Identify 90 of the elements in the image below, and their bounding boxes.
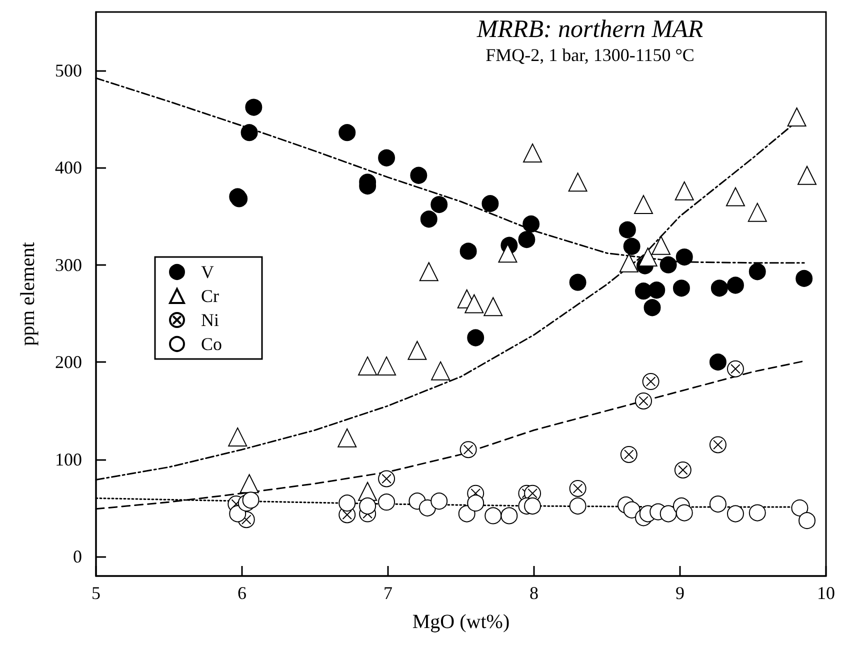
point: [378, 494, 396, 511]
point: [378, 470, 396, 488]
point: [709, 496, 726, 513]
point: [418, 499, 436, 516]
point: [498, 244, 518, 263]
point: [672, 280, 690, 297]
y-tick-label: 400: [55, 158, 82, 178]
point: [467, 329, 484, 346]
point: [242, 492, 260, 509]
legend-label: V: [201, 262, 214, 282]
point: [569, 497, 586, 514]
point: [522, 215, 540, 232]
point: [431, 361, 450, 380]
point: [660, 505, 677, 522]
point: [710, 280, 728, 297]
point: [408, 340, 427, 360]
point: [644, 299, 661, 316]
point: [709, 436, 726, 454]
point: [460, 441, 477, 458]
chart-title: MRRB: northern MAR: [476, 16, 704, 43]
point: [378, 149, 396, 166]
legend-label: Cr: [201, 286, 220, 306]
x-tick-label: 8: [530, 583, 538, 603]
point: [726, 276, 744, 294]
point: [674, 181, 694, 200]
point: [569, 480, 586, 497]
point: [430, 196, 448, 214]
y-tick-label: 100: [55, 449, 82, 470]
point: [787, 108, 806, 127]
point: [726, 505, 744, 522]
point: [618, 221, 636, 238]
point: [482, 195, 499, 212]
point: [674, 462, 692, 478]
point: [726, 187, 745, 206]
point: [518, 231, 536, 248]
point: [709, 354, 726, 371]
point: [229, 505, 246, 522]
point: [642, 373, 660, 390]
point: [338, 428, 357, 448]
point: [620, 446, 638, 463]
point: [796, 270, 813, 287]
point: [420, 210, 438, 228]
point: [338, 124, 356, 142]
point: [652, 236, 671, 255]
legend-label: Co: [201, 334, 222, 354]
point: [430, 492, 448, 510]
point: [338, 494, 356, 512]
point: [638, 248, 658, 267]
point: [676, 248, 693, 266]
y-tick-label: 200: [55, 352, 82, 372]
point: [648, 282, 666, 299]
point: [568, 172, 588, 192]
point: [464, 294, 484, 314]
point: [524, 497, 542, 514]
x-tick-label: 10: [817, 583, 835, 603]
point: [419, 262, 438, 282]
point: [467, 494, 484, 512]
point: [569, 274, 586, 291]
x-axis-title: MgO (wt%): [412, 611, 510, 633]
y-axis-title: ppm element: [17, 242, 39, 346]
text: FMQ-2, 1 bar, 1300-1150 °C: [486, 45, 694, 65]
point: [240, 474, 259, 494]
x-tick-label: 9: [676, 583, 684, 603]
x-tick-label: 7: [384, 583, 392, 603]
point: [748, 202, 767, 222]
x-tick-label: 6: [238, 583, 246, 603]
point: [484, 297, 503, 316]
point: [410, 166, 428, 184]
point: [748, 504, 766, 522]
point: [228, 427, 248, 446]
point: [240, 124, 258, 142]
legend-label: Ni: [201, 310, 219, 330]
point: [460, 242, 477, 260]
point: [676, 504, 693, 522]
point: [635, 392, 652, 410]
point: [623, 238, 640, 255]
point: [798, 166, 817, 185]
point: [619, 253, 638, 272]
point: [798, 512, 816, 530]
point: [245, 98, 262, 116]
point: [359, 497, 376, 514]
point: [523, 144, 542, 162]
x-tick-label: 5: [92, 583, 100, 603]
point: [748, 263, 766, 280]
point: [726, 360, 744, 378]
point: [623, 501, 640, 518]
y-tick-label: 300: [55, 254, 82, 275]
point: [660, 256, 677, 274]
y-tick-label: 0: [73, 546, 82, 567]
y-tick-label: 500: [55, 60, 82, 80]
